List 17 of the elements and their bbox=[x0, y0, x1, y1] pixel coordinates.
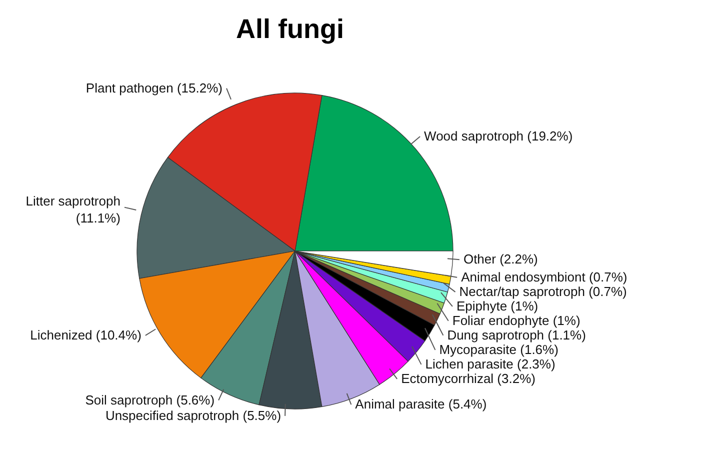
slice-label: Lichen parasite (2.3%) bbox=[425, 356, 556, 372]
slice-label: Lichenized (10.4%) bbox=[30, 327, 142, 342]
slice-label: Foliar endophyte (1%) bbox=[452, 312, 580, 328]
slice-label: Unspecified saprotroph (5.5%) bbox=[105, 408, 282, 423]
chart-title: All fungi bbox=[235, 14, 345, 45]
slice-label: Litter saprotroph (11.1%) bbox=[26, 193, 120, 226]
slice-label: Other (2.2%) bbox=[463, 252, 538, 267]
slice-label: Soil saprotroph (5.6%) bbox=[85, 392, 215, 408]
slice-label: Epiphyte (1%) bbox=[456, 298, 538, 314]
slice-label: Wood saprotroph (19.2%) bbox=[424, 128, 573, 144]
slice-label: Plant pathogen (15.2%) bbox=[86, 80, 223, 96]
slice-label: Animal parasite (5.4%) bbox=[355, 396, 487, 412]
slice-label: Nectar/tap saprotroph (0.7%) bbox=[459, 284, 627, 299]
slice-label: Mycoparasite (1.6%) bbox=[439, 342, 558, 357]
slice-label: Animal endosymbiont (0.7%) bbox=[461, 269, 628, 284]
slice-label: Dung saprotroph (1.1%) bbox=[447, 327, 586, 342]
slice-label: Ectomycorrhizal (3.2%) bbox=[401, 370, 536, 386]
